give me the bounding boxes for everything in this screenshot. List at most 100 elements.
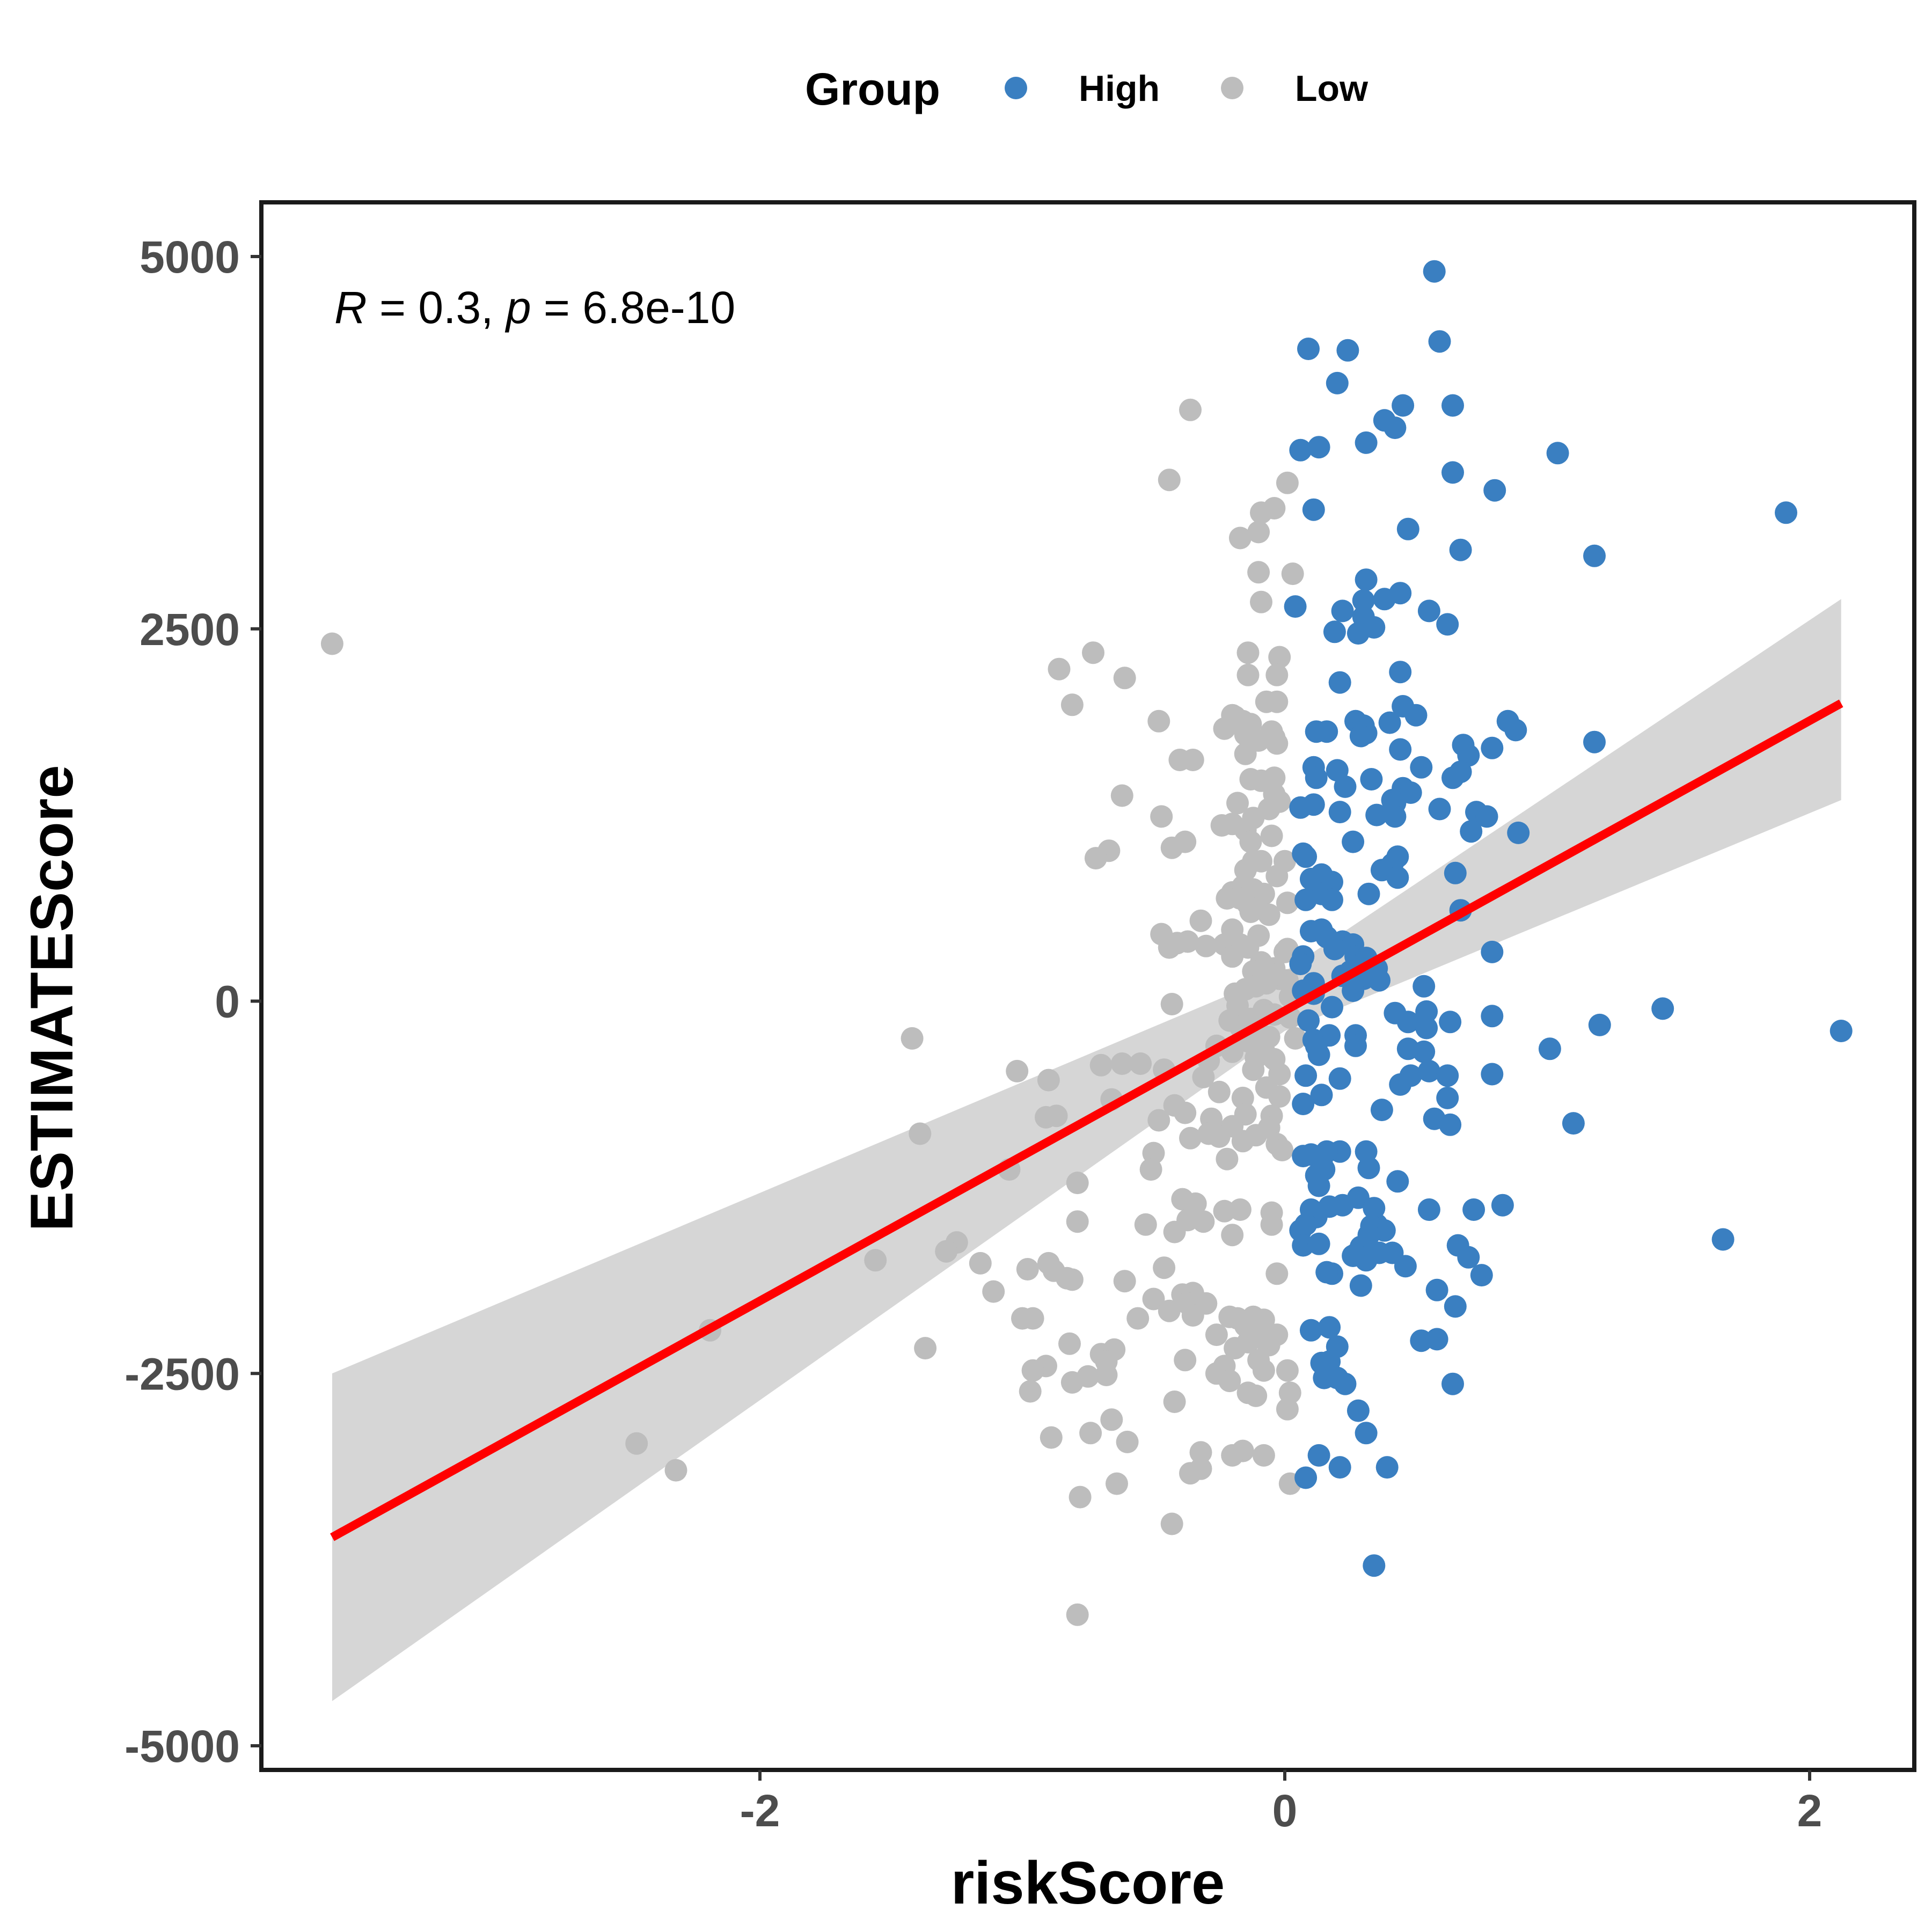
point-low xyxy=(1158,1299,1181,1322)
point-low xyxy=(1276,471,1299,494)
point-low xyxy=(1197,1122,1220,1145)
point-low xyxy=(1126,1307,1150,1330)
point-high xyxy=(1425,1328,1448,1351)
point-high xyxy=(1441,766,1464,789)
point-high xyxy=(1711,1228,1735,1251)
y-axis: 5000 2500 0 -2500 -5000 xyxy=(125,232,261,1772)
point-low xyxy=(1252,1444,1275,1467)
point-low xyxy=(1181,749,1204,771)
point-high xyxy=(1331,599,1354,623)
point-high xyxy=(1829,1020,1853,1042)
y-axis-title: ESTIMATEScore xyxy=(18,765,85,1231)
point-high xyxy=(1373,588,1396,611)
point-low xyxy=(1268,1085,1291,1108)
point-low xyxy=(1174,830,1197,853)
point-low xyxy=(1276,1397,1299,1421)
point-high xyxy=(1365,803,1388,826)
point-high xyxy=(1441,461,1464,484)
point-high xyxy=(1307,1232,1330,1255)
point-low xyxy=(1276,1359,1299,1382)
point-low xyxy=(1066,1603,1089,1626)
point-high xyxy=(1299,1319,1322,1342)
point-low xyxy=(1179,1462,1202,1485)
point-low xyxy=(1252,1359,1275,1382)
point-low xyxy=(1163,1220,1186,1243)
point-high xyxy=(1307,1043,1330,1066)
point-high xyxy=(1375,1456,1399,1479)
point-high xyxy=(1294,1466,1318,1489)
point-low xyxy=(1260,824,1283,847)
point-low xyxy=(1242,1058,1265,1081)
point-low xyxy=(1139,1158,1162,1181)
point-high xyxy=(1413,1040,1436,1063)
point-high xyxy=(1284,595,1307,618)
point-low xyxy=(1110,1052,1133,1075)
point-high xyxy=(1392,394,1415,417)
point-low xyxy=(1160,1512,1183,1535)
point-high xyxy=(1328,671,1351,694)
point-high xyxy=(1538,1037,1561,1060)
point-low xyxy=(1234,742,1257,765)
point-low xyxy=(1216,1147,1239,1170)
point-low xyxy=(1213,1199,1236,1223)
point-low xyxy=(1147,1109,1170,1132)
point-low xyxy=(1224,1337,1247,1360)
point-high xyxy=(1417,1198,1440,1221)
point-low xyxy=(1239,901,1262,923)
point-high xyxy=(1342,830,1365,853)
point-low xyxy=(1060,693,1084,716)
point-high xyxy=(1436,1064,1459,1087)
point-low xyxy=(1236,641,1260,664)
point-low xyxy=(1095,1364,1118,1386)
point-low xyxy=(1181,1304,1204,1327)
r-value: = 0.3, xyxy=(367,282,506,333)
point-high xyxy=(1310,1084,1333,1107)
point-high xyxy=(1441,1372,1464,1395)
point-high xyxy=(1439,1113,1462,1136)
point-high xyxy=(1294,845,1318,868)
point-low xyxy=(1226,792,1249,815)
point-high xyxy=(1396,1011,1419,1034)
point-high xyxy=(1428,797,1451,821)
point-high xyxy=(1460,820,1483,843)
point-low xyxy=(1158,936,1181,959)
series-high xyxy=(1284,260,1853,1577)
point-low xyxy=(1257,903,1280,926)
point-low xyxy=(1245,1124,1268,1147)
point-high xyxy=(1394,1255,1417,1278)
point-high xyxy=(1410,756,1433,779)
y-tick-label: -5000 xyxy=(125,1721,240,1772)
point-high xyxy=(1360,768,1383,791)
point-high xyxy=(1352,589,1375,612)
point-low xyxy=(320,632,343,655)
point-high xyxy=(1404,704,1428,727)
point-high xyxy=(1323,938,1346,961)
point-low xyxy=(1179,1126,1202,1150)
point-high xyxy=(1384,416,1407,440)
point-high xyxy=(1302,793,1325,816)
y-tick-label: 0 xyxy=(215,977,240,1027)
y-tick-label: -2500 xyxy=(125,1349,240,1399)
point-low xyxy=(1189,1441,1212,1464)
point-high xyxy=(1305,766,1328,789)
point-low xyxy=(914,1337,937,1360)
point-low xyxy=(1260,1213,1283,1236)
point-low xyxy=(1192,1210,1215,1233)
point-low xyxy=(1158,469,1181,492)
point-low xyxy=(1174,1349,1197,1372)
point-high xyxy=(1389,738,1412,761)
point-low xyxy=(1213,717,1236,740)
point-high xyxy=(1307,1444,1330,1467)
point-high xyxy=(1436,613,1459,636)
point-high xyxy=(1475,805,1498,828)
point-high xyxy=(1331,1194,1354,1217)
point-low xyxy=(1037,1069,1060,1092)
point-high xyxy=(1425,1278,1448,1301)
point-high xyxy=(1294,1064,1318,1087)
point-high xyxy=(1321,996,1343,1019)
point-high xyxy=(1491,1194,1514,1217)
point-low xyxy=(901,1027,924,1050)
legend-marker-low xyxy=(1221,77,1243,99)
